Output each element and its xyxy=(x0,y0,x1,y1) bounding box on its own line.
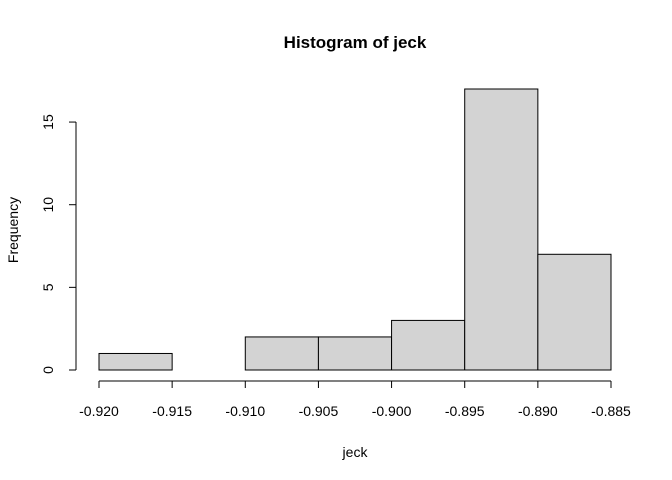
x-axis: -0.920 -0.915 -0.910 -0.905 -0.900 -0.895 -0.8… xyxy=(79,380,631,419)
histogram-bar xyxy=(464,88,539,371)
x-tick-label: -0.885 xyxy=(591,403,631,419)
y-axis: 0 5 10 15 xyxy=(40,114,77,374)
chart-title: Histogram of jeck xyxy=(284,33,427,52)
x-tick-label: -0.895 xyxy=(445,403,485,419)
histogram-bar xyxy=(317,336,393,371)
x-tick-label: -0.920 xyxy=(79,403,119,419)
histogram-bar xyxy=(537,253,612,371)
y-axis-label: Frequency xyxy=(5,197,21,263)
histogram-bar xyxy=(391,319,466,371)
x-tick-label: -0.890 xyxy=(518,403,558,419)
y-tick-label: 10 xyxy=(40,197,56,213)
bars-group xyxy=(98,88,612,371)
x-tick-label: -0.910 xyxy=(225,403,265,419)
x-tick-label: -0.900 xyxy=(372,403,412,419)
histogram-bar xyxy=(244,336,319,371)
histogram-bar xyxy=(98,352,173,371)
y-tick-label: 15 xyxy=(40,114,56,130)
x-tick-label: -0.915 xyxy=(152,403,192,419)
y-tick-label: 5 xyxy=(40,283,56,291)
x-axis-label: jeck xyxy=(342,444,369,460)
x-tick-label: -0.905 xyxy=(299,403,339,419)
y-tick-label: 0 xyxy=(40,366,56,374)
